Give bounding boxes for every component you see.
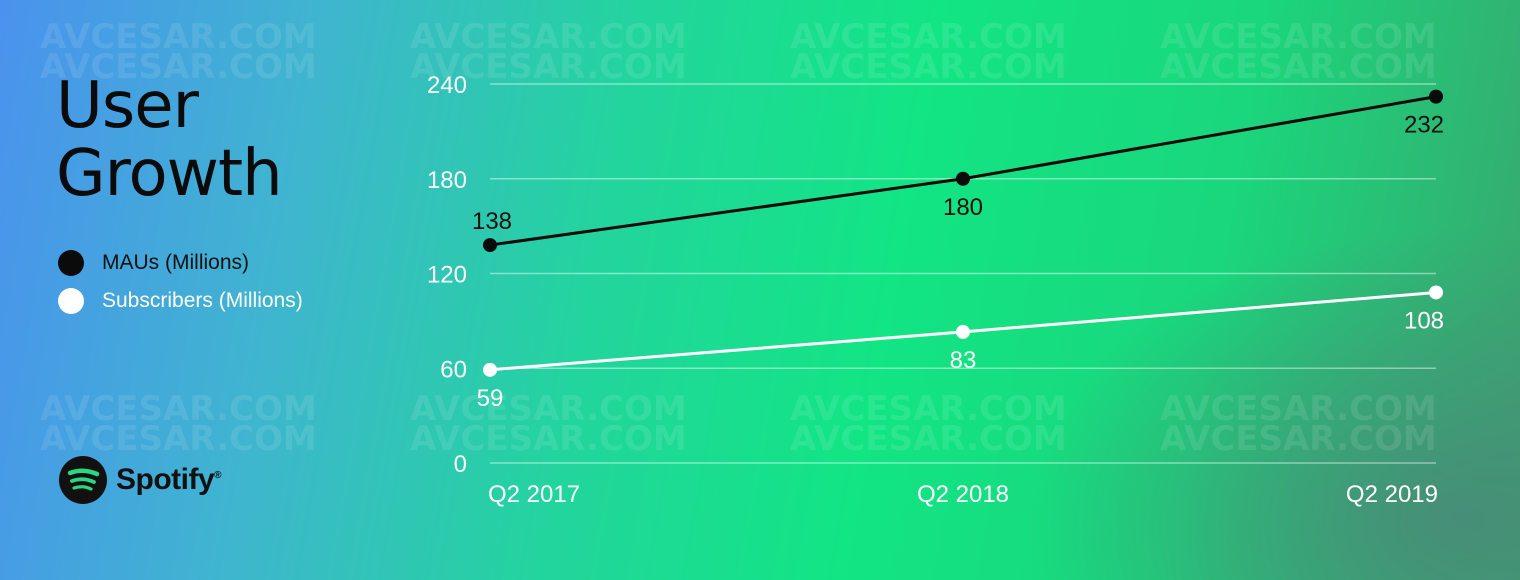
watermark-text: AVCESAR.COM (1160, 47, 1437, 87)
data-point-maus (483, 238, 497, 253)
data-point-subscribers (1429, 285, 1443, 300)
watermark-text: AVCESAR.COM (40, 17, 317, 57)
y-tick-label: 60 (440, 356, 467, 383)
x-tick-label: Q2 2018 (917, 481, 1009, 508)
legend-item-maus: MAUs (Millions) (58, 244, 303, 282)
brand-name: Spotify® (116, 463, 222, 497)
data-point-maus (956, 171, 970, 186)
series-line-maus (489, 95, 1437, 247)
brand-name-text: Spotify (116, 463, 215, 496)
data-point-maus (1429, 89, 1443, 104)
legend-item-subscribers: Subscribers (Millions) (58, 282, 303, 320)
watermark-text: AVCESAR.COM (790, 17, 1067, 57)
watermark-text: AVCESAR.COM (40, 389, 317, 429)
watermark-text: AVCESAR.COM (410, 419, 687, 459)
watermark-text: AVCESAR.COM (1160, 419, 1437, 459)
data-label: 59 (477, 385, 504, 412)
legend-dot-maus (58, 250, 84, 276)
legend-label-maus: MAUs (Millions) (102, 251, 249, 274)
y-tick-label: 120 (427, 262, 467, 289)
watermark-text: AVCESAR.COM (1160, 17, 1437, 57)
watermark-text: AVCESAR.COM (790, 419, 1067, 459)
watermark-text: AVCESAR.COM (410, 47, 687, 87)
data-point-subscribers (483, 362, 497, 377)
spotify-brand: Spotify® (58, 455, 222, 505)
x-tick-label: Q2 2019 (1346, 481, 1438, 508)
legend-dot-subscribers (58, 288, 84, 314)
y-tick-label: 0 (454, 451, 467, 478)
page-title: User Growth (56, 69, 283, 211)
x-tick-label: Q2 2017 (488, 481, 580, 508)
spotify-logo-icon (59, 456, 107, 504)
watermark-text: AVCESAR.COM (410, 389, 687, 429)
y-tick-label: 180 (427, 167, 467, 194)
watermark-text: AVCESAR.COM (1160, 389, 1437, 429)
data-point-subscribers (956, 324, 970, 339)
registered-mark: ® (214, 470, 222, 481)
data-label: 108 (1404, 307, 1444, 334)
data-label: 180 (943, 194, 983, 221)
data-label: 138 (472, 208, 512, 235)
watermark-text: AVCESAR.COM (410, 17, 687, 57)
data-label: 232 (1404, 112, 1444, 139)
title-line-2: Growth (56, 137, 283, 211)
watermark-text: AVCESAR.COM (790, 389, 1067, 429)
y-tick-label: 240 (427, 72, 467, 99)
data-label: 83 (950, 347, 977, 374)
watermark-text: AVCESAR.COM (40, 47, 317, 87)
legend-label-subscribers: Subscribers (Millions) (102, 289, 303, 312)
watermark-text: AVCESAR.COM (790, 47, 1067, 87)
watermark-text: AVCESAR.COM (40, 419, 317, 459)
title-line-1: User (56, 69, 199, 143)
legend: MAUs (Millions) Subscribers (Millions) (58, 244, 303, 320)
